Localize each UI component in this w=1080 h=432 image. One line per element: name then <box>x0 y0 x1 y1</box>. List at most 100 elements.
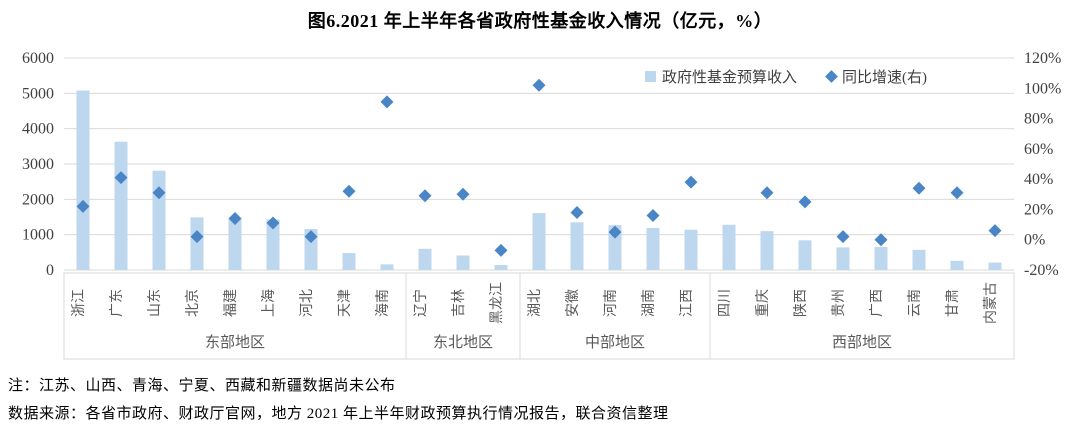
bar-上海 <box>266 219 280 270</box>
region-label: 西部地区 <box>832 334 892 351</box>
growth-marker-陕西 <box>798 195 812 209</box>
category-label: 上海 <box>261 289 277 317</box>
category-label: 甘肃 <box>945 289 961 317</box>
left-axis-tick-label: 1000 <box>22 227 54 244</box>
bar-湖南 <box>646 227 660 270</box>
bar-湖北 <box>532 213 546 270</box>
growth-marker-浙江 <box>76 199 90 213</box>
bar-天津 <box>342 253 356 270</box>
growth-marker-江西 <box>684 175 698 189</box>
growth-marker-黑龙江 <box>494 243 508 257</box>
legend-label-revenue: 政府性基金预算收入 <box>662 70 798 86</box>
bar-福建 <box>228 218 242 270</box>
category-label: 北京 <box>185 289 201 317</box>
region-label: 东部地区 <box>205 334 265 351</box>
chart-plot: 0 1000 2000 3000 4000 5000 6000 -20% 0% 20% 40% 60%… <box>22 50 1061 360</box>
legend-item-growth: 同比增速(右) <box>825 66 928 87</box>
bar-河南 <box>608 225 622 270</box>
bar-北京 <box>190 217 204 270</box>
growth-marker-山东 <box>152 186 166 200</box>
growth-marker-云南 <box>912 181 926 195</box>
category-label: 山东 <box>147 289 163 317</box>
right-axis-tick-label: 120% <box>1024 50 1061 67</box>
bar-山东 <box>152 170 166 270</box>
left-axis-tick-label: 6000 <box>22 50 54 67</box>
category-label: 天津 <box>337 289 353 317</box>
growth-marker-河南 <box>608 225 622 239</box>
bar-云南 <box>912 249 926 270</box>
category-label: 四川 <box>718 289 733 317</box>
bar-江西 <box>684 229 698 270</box>
footnote: 注：江苏、山西、青海、宁夏、西藏和新疆数据尚未公布 <box>8 378 396 394</box>
growth-marker-吉林 <box>456 187 470 201</box>
category-axis-box <box>63 272 1015 360</box>
chart-title: 图6.2021 年上半年各省政府性基金收入情况（亿元，%） <box>307 11 773 31</box>
left-axis-tick-label: 4000 <box>22 121 54 138</box>
growth-marker-湖北 <box>532 78 546 92</box>
right-axis-tick-label: -20% <box>1024 262 1059 279</box>
right-axis-tick-label: 80% <box>1024 111 1053 128</box>
category-label: 辽宁 <box>412 289 429 317</box>
bar-广西 <box>874 247 888 270</box>
bar-吉林 <box>456 255 470 270</box>
bar-黑龙江 <box>494 265 508 270</box>
bar-辽宁 <box>418 248 432 270</box>
data-source-note: 数据来源：各省市政府、财政厅官网，地方 2021 年上半年财政预算执行情况报告，… <box>8 406 669 422</box>
category-label: 贵州 <box>831 289 847 317</box>
growth-marker-辽宁 <box>418 189 432 203</box>
growth-marker-甘肃 <box>950 186 964 200</box>
bar-贵州 <box>836 247 850 270</box>
growth-marker-广西 <box>874 233 888 247</box>
category-label: 重庆 <box>755 289 771 317</box>
left-axis-tick-label: 3000 <box>22 156 54 173</box>
left-axis-tick-label: 2000 <box>22 191 54 208</box>
bar-甘肃 <box>950 260 964 270</box>
bar-重庆 <box>760 231 774 270</box>
growth-marker-广东 <box>114 171 128 185</box>
diamond-swatch-icon <box>825 70 838 83</box>
region-label: 东北地区 <box>433 334 493 351</box>
bar-安徽 <box>570 222 584 270</box>
category-label: 内蒙古 <box>983 282 999 324</box>
bar-四川 <box>722 224 736 270</box>
category-label: 云南 <box>907 289 923 317</box>
growth-marker-北京 <box>190 230 204 244</box>
chart-legend: 政府性基金预算收入 同比增速(右) <box>645 66 927 87</box>
right-axis-tick-label: 0% <box>1024 232 1045 249</box>
category-label: 吉林 <box>451 289 467 317</box>
growth-marker-内蒙古 <box>988 224 1002 238</box>
bar-swatch-icon <box>645 71 656 82</box>
category-label: 安徽 <box>565 289 581 317</box>
bar-陕西 <box>798 240 812 270</box>
bar-浙江 <box>76 90 90 270</box>
growth-marker-安徽 <box>570 205 584 219</box>
growth-marker-湖南 <box>646 208 660 222</box>
growth-marker-上海 <box>266 216 280 230</box>
growth-marker-天津 <box>342 184 356 198</box>
category-label: 海南 <box>375 289 391 317</box>
left-axis-tick-label: 0 <box>46 262 54 279</box>
right-axis-tick-label: 100% <box>1024 80 1061 97</box>
left-axis-tick-label: 5000 <box>22 85 54 102</box>
category-label: 浙江 <box>71 289 87 317</box>
category-label: 湖南 <box>641 289 657 317</box>
right-axis-tick-label: 40% <box>1024 171 1053 188</box>
growth-marker-贵州 <box>836 230 850 244</box>
bar-内蒙古 <box>988 262 1002 270</box>
category-label: 河北 <box>299 289 315 317</box>
category-label: 广东 <box>109 289 125 317</box>
growth-marker-海南 <box>380 95 394 109</box>
right-axis-tick-label: 60% <box>1024 141 1053 158</box>
category-label: 陕西 <box>793 289 809 317</box>
growth-marker-重庆 <box>760 186 774 200</box>
category-label: 湖北 <box>527 289 543 317</box>
growth-marker-福建 <box>228 212 242 226</box>
category-label: 江西 <box>679 289 695 317</box>
category-label: 黑龙江 <box>489 282 505 324</box>
bar-海南 <box>380 264 394 270</box>
right-axis-tick-label: 20% <box>1024 201 1053 218</box>
category-label: 广西 <box>869 289 885 317</box>
legend-label-growth: 同比增速(右) <box>842 70 928 86</box>
growth-marker-河北 <box>304 230 318 244</box>
